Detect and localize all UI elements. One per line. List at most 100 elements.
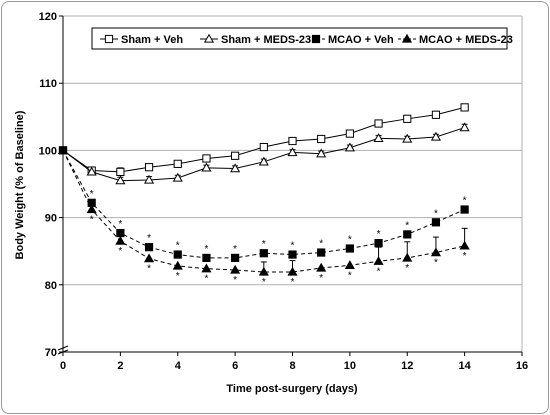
- data-point: [202, 154, 211, 163]
- significance-star: *: [434, 258, 438, 269]
- x-tick-label: 6: [232, 360, 238, 372]
- significance-star: *: [405, 263, 409, 274]
- data-point: [57, 145, 69, 155]
- data-point: [201, 263, 212, 273]
- data-point: [374, 239, 383, 248]
- legend-marker: [401, 33, 413, 43]
- data-point: [316, 148, 327, 158]
- data-point: [258, 156, 269, 166]
- significance-star: *: [319, 273, 323, 284]
- legend-marker: [311, 34, 321, 44]
- x-tick-label: 2: [117, 360, 123, 372]
- significance-star: *: [262, 239, 266, 250]
- data-point: [403, 114, 412, 123]
- y-tick-label: 90: [45, 213, 57, 225]
- series-line: [62, 150, 465, 273]
- legend-marker: [104, 34, 114, 44]
- significance-star: *: [147, 233, 151, 244]
- data-point: [258, 266, 269, 276]
- data-point: [288, 250, 297, 259]
- data-point: [403, 230, 412, 239]
- data-point: [430, 131, 441, 141]
- significance-star: *: [377, 229, 381, 240]
- data-point: [316, 262, 327, 272]
- y-tick-label: 110: [39, 78, 57, 90]
- data-point: [344, 260, 355, 269]
- y-tick-label: 120: [39, 11, 57, 23]
- significance-star: *: [90, 189, 94, 200]
- data-point: [402, 133, 413, 143]
- data-point: [144, 163, 154, 172]
- data-point: [430, 247, 441, 257]
- significance-star: *: [405, 220, 409, 231]
- series-1: [57, 122, 470, 185]
- data-point: [431, 218, 441, 227]
- data-point: [345, 129, 354, 138]
- significance-star: *: [348, 270, 352, 281]
- data-point: [287, 147, 298, 157]
- significance-star: *: [348, 235, 352, 246]
- data-point: [317, 248, 326, 257]
- data-point: [172, 172, 183, 182]
- significance-star: *: [90, 215, 94, 226]
- data-point: [374, 119, 383, 128]
- significance-star: *: [204, 274, 208, 285]
- significance-star: *: [233, 275, 237, 286]
- data-point: [288, 136, 297, 146]
- significance-star: *: [204, 244, 208, 255]
- significance-star: *: [176, 271, 180, 282]
- y-tick-label: 100: [39, 145, 57, 157]
- data-point: [373, 133, 384, 142]
- legend-label: Sham + MEDS-23: [221, 34, 311, 46]
- x-axis-label: Time post-surgery (days): [226, 383, 358, 395]
- data-point: [345, 244, 354, 253]
- significance-star: *: [118, 246, 122, 257]
- significance-star: *: [176, 241, 180, 252]
- significance-star: *: [319, 239, 323, 250]
- data-point: [259, 142, 268, 152]
- series-line: [62, 150, 465, 259]
- y-axis-label: Body Weight (% of Baseline): [14, 110, 26, 259]
- data-point: [459, 240, 470, 250]
- significance-star: *: [463, 196, 467, 207]
- significance-star: *: [377, 266, 381, 277]
- data-point: [202, 253, 211, 263]
- x-tick-label: 10: [344, 360, 356, 372]
- data-point: [173, 159, 182, 168]
- data-point: [231, 253, 240, 263]
- x-tick-label: 16: [516, 360, 528, 372]
- legend-box: [91, 27, 508, 50]
- significance-star: *: [434, 208, 438, 219]
- data-point: [402, 252, 413, 262]
- data-point: [115, 175, 126, 185]
- y-tick-label: 80: [45, 280, 57, 292]
- legend-marker: [203, 33, 215, 43]
- data-point: [116, 167, 125, 177]
- data-point: [459, 122, 470, 132]
- data-point: [431, 110, 441, 119]
- data-point: [86, 166, 97, 176]
- x-tick-label: 14: [459, 360, 472, 372]
- data-point: [116, 228, 125, 238]
- data-point: [201, 162, 212, 172]
- data-point: [230, 163, 241, 173]
- data-point: [144, 253, 155, 263]
- significance-star: *: [147, 264, 151, 275]
- data-point: [172, 260, 183, 270]
- x-tick-label: 0: [60, 360, 66, 372]
- data-point: [173, 250, 182, 259]
- significance-star: *: [291, 277, 295, 288]
- data-point: [460, 103, 469, 112]
- significance-star: *: [463, 251, 467, 262]
- data-point: [230, 264, 241, 274]
- series-3: [57, 145, 470, 276]
- data-point: [373, 256, 384, 265]
- data-point: [344, 142, 355, 152]
- x-tick-label: 8: [289, 360, 295, 372]
- data-point: [317, 134, 326, 144]
- y-tick-label: 70: [45, 347, 57, 359]
- significance-star: *: [262, 277, 266, 288]
- significance-star: *: [118, 219, 122, 230]
- significance-star: *: [291, 241, 295, 252]
